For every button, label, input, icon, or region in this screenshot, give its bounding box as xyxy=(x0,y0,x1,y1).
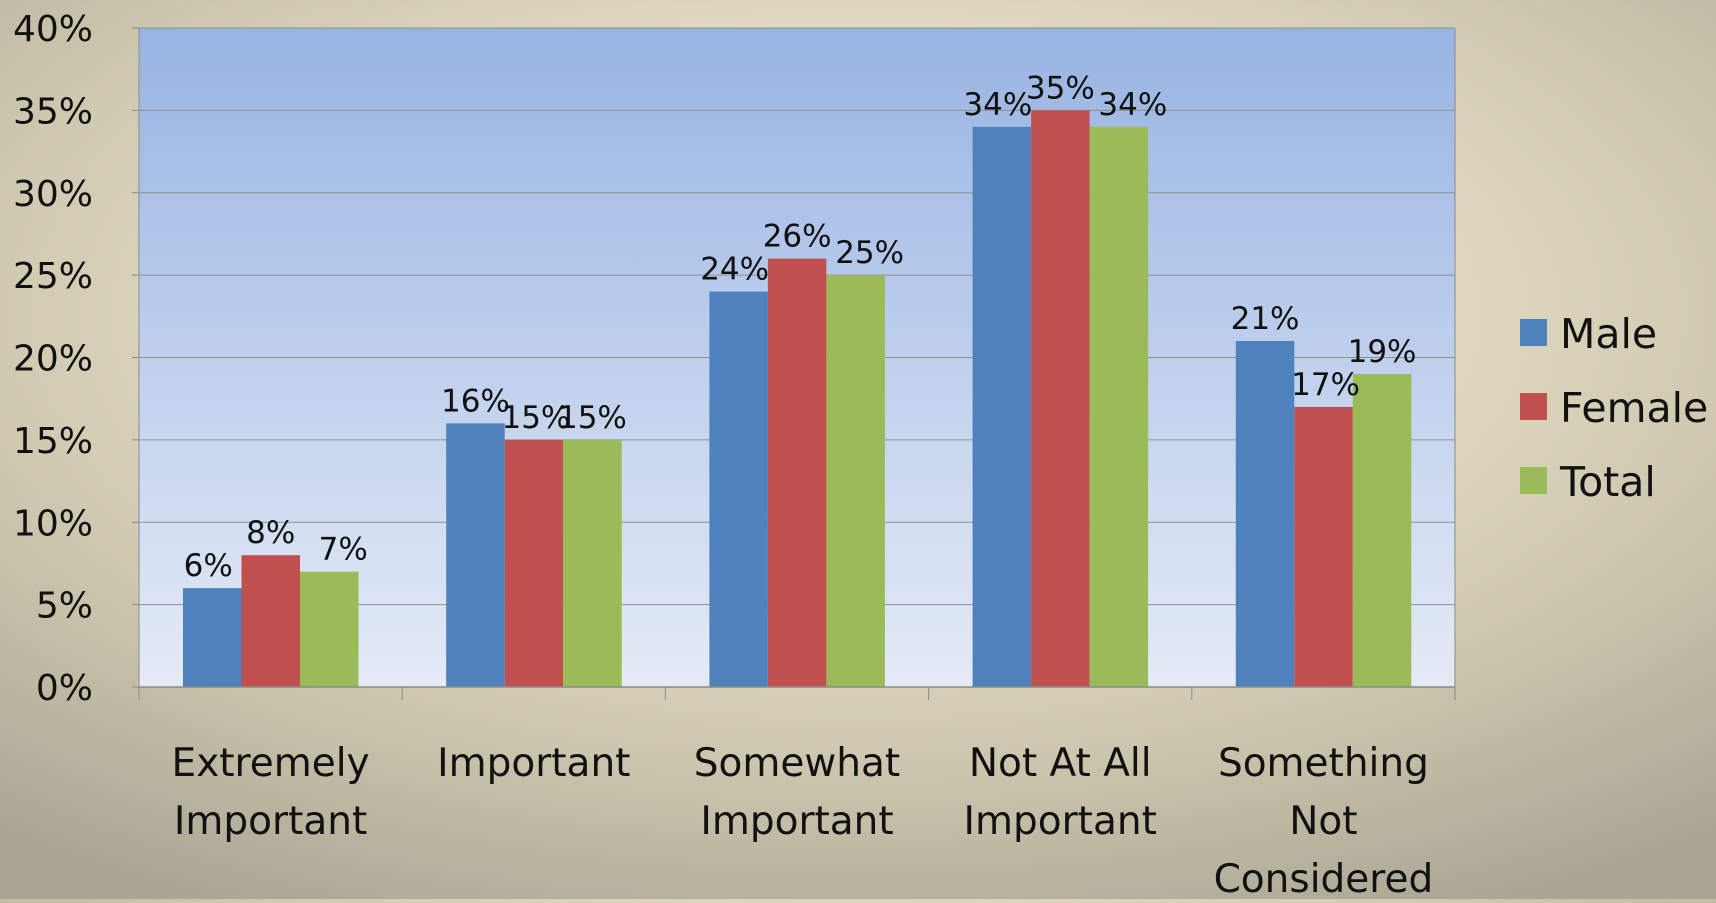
x-category-label-line: Considered xyxy=(1214,857,1434,899)
data-label-female: 26% xyxy=(763,219,832,255)
x-category-label: Not At All Important xyxy=(964,741,1157,844)
x-category-label-line: Somewhat xyxy=(694,741,900,786)
data-label-male: 21% xyxy=(1231,301,1300,337)
y-tick-label: 5% xyxy=(36,586,93,627)
bar-female xyxy=(504,439,564,687)
x-category-label-line: Important xyxy=(437,741,630,786)
bars xyxy=(183,110,1412,688)
legend: Male Female Total xyxy=(1520,310,1708,506)
x-category-label-line: Something xyxy=(1218,741,1429,786)
bar-male xyxy=(446,423,505,687)
bar-total xyxy=(1352,373,1412,687)
data-label-total: 34% xyxy=(1098,87,1167,123)
legend-swatch-total xyxy=(1520,467,1547,494)
x-category-label: Something Not Considered xyxy=(1214,741,1434,899)
data-label-total: 19% xyxy=(1348,334,1417,370)
x-category-label-line: Extremely xyxy=(172,741,370,786)
x-category-label-line: Important xyxy=(964,799,1157,844)
data-label-female: 8% xyxy=(246,515,295,551)
bar-male xyxy=(1235,341,1295,687)
data-label-total: 25% xyxy=(835,235,904,271)
bar-total xyxy=(563,439,622,687)
bar-total xyxy=(300,571,359,687)
data-label-female: 35% xyxy=(1026,70,1095,106)
bar-total xyxy=(1089,126,1149,688)
data-label-female: 17% xyxy=(1291,367,1360,403)
x-category-label-line: Not xyxy=(1289,799,1357,844)
data-label-female: 15% xyxy=(501,400,570,436)
legend-swatch-male xyxy=(1520,319,1547,346)
legend-label-total: Total xyxy=(1559,458,1656,506)
bar-female xyxy=(767,258,827,687)
y-tick-label: 40% xyxy=(13,9,93,50)
y-tick-label: 25% xyxy=(13,256,93,297)
axes: 0% 5% 10% 15% 20% 25% 30% 35% 40% Extremely Import… xyxy=(13,9,1456,902)
y-tick-label: 10% xyxy=(13,503,93,544)
x-category-label: Somewhat Important xyxy=(694,741,900,844)
y-tick-label: 20% xyxy=(13,339,93,380)
y-tick-label: 35% xyxy=(13,91,93,132)
bar-male xyxy=(183,588,242,687)
data-label-male: 6% xyxy=(184,548,233,584)
x-category-label-line: Important xyxy=(700,799,893,844)
legend-label-male: Male xyxy=(1560,310,1657,358)
data-label-total: 15% xyxy=(558,400,627,436)
legend-swatch-female xyxy=(1520,393,1547,420)
data-label-male: 34% xyxy=(963,87,1032,123)
legend-label-female: Female xyxy=(1560,384,1708,432)
bar-female xyxy=(1294,406,1353,687)
x-category-label-line: Not At All xyxy=(969,741,1152,786)
bar-male xyxy=(972,126,1032,688)
y-tick-label: 15% xyxy=(13,421,93,462)
bar-male xyxy=(709,291,768,687)
y-tick-label: 30% xyxy=(13,174,93,215)
x-category-label: Important xyxy=(437,741,630,786)
data-labels: 6% 16% 24% 34% 21% 8% 15% 26% 35% 17% 7% 15% 25% 34% 1… xyxy=(184,70,1417,584)
bar-female xyxy=(1031,110,1090,687)
bar-female xyxy=(241,555,300,687)
y-tick-label: 0% xyxy=(36,668,93,709)
x-category-label: Extremely Important xyxy=(172,741,370,844)
bar-total xyxy=(826,275,885,687)
data-label-male: 16% xyxy=(441,383,510,419)
data-label-male: 24% xyxy=(700,252,769,288)
x-category-label-line: Important xyxy=(174,799,367,844)
data-label-total: 7% xyxy=(319,532,368,568)
